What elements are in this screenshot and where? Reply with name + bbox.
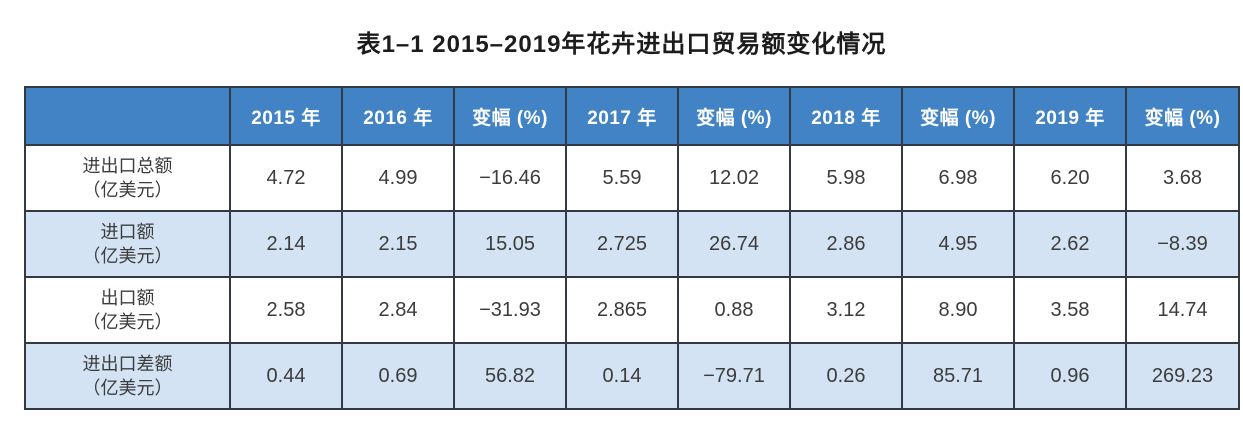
table-cell: 26.74 [677,210,791,278]
table-cell: 2.14 [229,210,343,278]
table-cell: 3.12 [789,276,903,344]
col-header-change-2017: 变幅 (%) [677,86,791,146]
table-row-balance: 进出口差额 （亿美元） 0.44 0.69 56.82 0.14 −79.71 … [24,342,1240,410]
table-row-total: 进出口总额 （亿美元） 4.72 4.99 −16.46 5.59 12.02 … [24,144,1240,212]
table-cell: 56.82 [453,342,567,410]
table-caption: 表1–1 2015–2019年花卉进出口贸易额变化情况 [356,31,887,58]
table-cell: 14.74 [1125,276,1240,344]
col-header-2015: 2015 年 [229,86,343,146]
table-cell: 2.58 [229,276,343,344]
table-cell: 2.84 [341,276,455,344]
row-label-line2: （亿美元） [82,246,173,266]
table-cell: 2.865 [565,276,679,344]
row-label-import: 进口额 （亿美元） [24,210,231,278]
row-label-line1: 进出口差额 [82,353,173,374]
col-header-2016: 2016 年 [341,86,455,146]
table-cell: −31.93 [453,276,567,344]
trade-data-table: 2015 年 2016 年 变幅 (%) 2017 年 变幅 (%) 2018 … [24,86,1240,410]
row-label-line2: （亿美元） [82,312,173,332]
table-cell: 3.58 [1013,276,1127,344]
col-header-change-2018: 变幅 (%) [901,86,1015,146]
header-row: 2015 年 2016 年 变幅 (%) 2017 年 变幅 (%) 2018 … [24,86,1240,146]
row-label-export: 出口额 （亿美元） [24,276,231,344]
table-cell: 0.14 [565,342,679,410]
table-cell: 0.96 [1013,342,1127,410]
table-cell: 85.71 [901,342,1015,410]
table-cell: 6.98 [901,144,1015,212]
table-cell: 2.86 [789,210,903,278]
table-cell: 0.44 [229,342,343,410]
table-cell: 4.95 [901,210,1015,278]
table-cell: 15.05 [453,210,567,278]
col-header-change-2016: 变幅 (%) [453,86,567,146]
table-cell: −8.39 [1125,210,1240,278]
col-header-2019: 2019 年 [1013,86,1127,146]
row-label-total: 进出口总额 （亿美元） [24,144,231,212]
table-cell: 6.20 [1013,144,1127,212]
table-cell: 3.68 [1125,144,1240,212]
table-cell: 4.99 [341,144,455,212]
col-header-2017: 2017 年 [565,86,679,146]
table-cell: 2.62 [1013,210,1127,278]
table-cell: 5.59 [565,144,679,212]
table-cell: 2.725 [565,210,679,278]
table-cell: 269.23 [1125,342,1240,410]
table-cell: 12.02 [677,144,791,212]
table-row-import: 进口额 （亿美元） 2.14 2.15 15.05 2.725 26.74 2.… [24,210,1240,278]
row-label-line2: （亿美元） [82,378,173,398]
table-cell: 0.26 [789,342,903,410]
row-label-line2: （亿美元） [82,180,173,200]
table-cell: −16.46 [453,144,567,212]
table-cell: 8.90 [901,276,1015,344]
col-header-empty [24,86,231,146]
row-label-line1: 出口额 [100,287,155,308]
table-cell: 2.15 [341,210,455,278]
col-header-2018: 2018 年 [789,86,903,146]
table-cell: 0.88 [677,276,791,344]
table-container: 2015 年 2016 年 变幅 (%) 2017 年 变幅 (%) 2018 … [24,86,1243,410]
table-cell: −79.71 [677,342,791,410]
row-label-line1: 进出口总额 [82,155,173,176]
col-header-change-2019: 变幅 (%) [1125,86,1240,146]
row-label-line1: 进口额 [100,221,155,242]
table-cell: 0.69 [341,342,455,410]
table-row-export: 出口额 （亿美元） 2.58 2.84 −31.93 2.865 0.88 3.… [24,276,1240,344]
table-cell: 4.72 [229,144,343,212]
table-cell: 5.98 [789,144,903,212]
row-label-balance: 进出口差额 （亿美元） [24,342,231,410]
